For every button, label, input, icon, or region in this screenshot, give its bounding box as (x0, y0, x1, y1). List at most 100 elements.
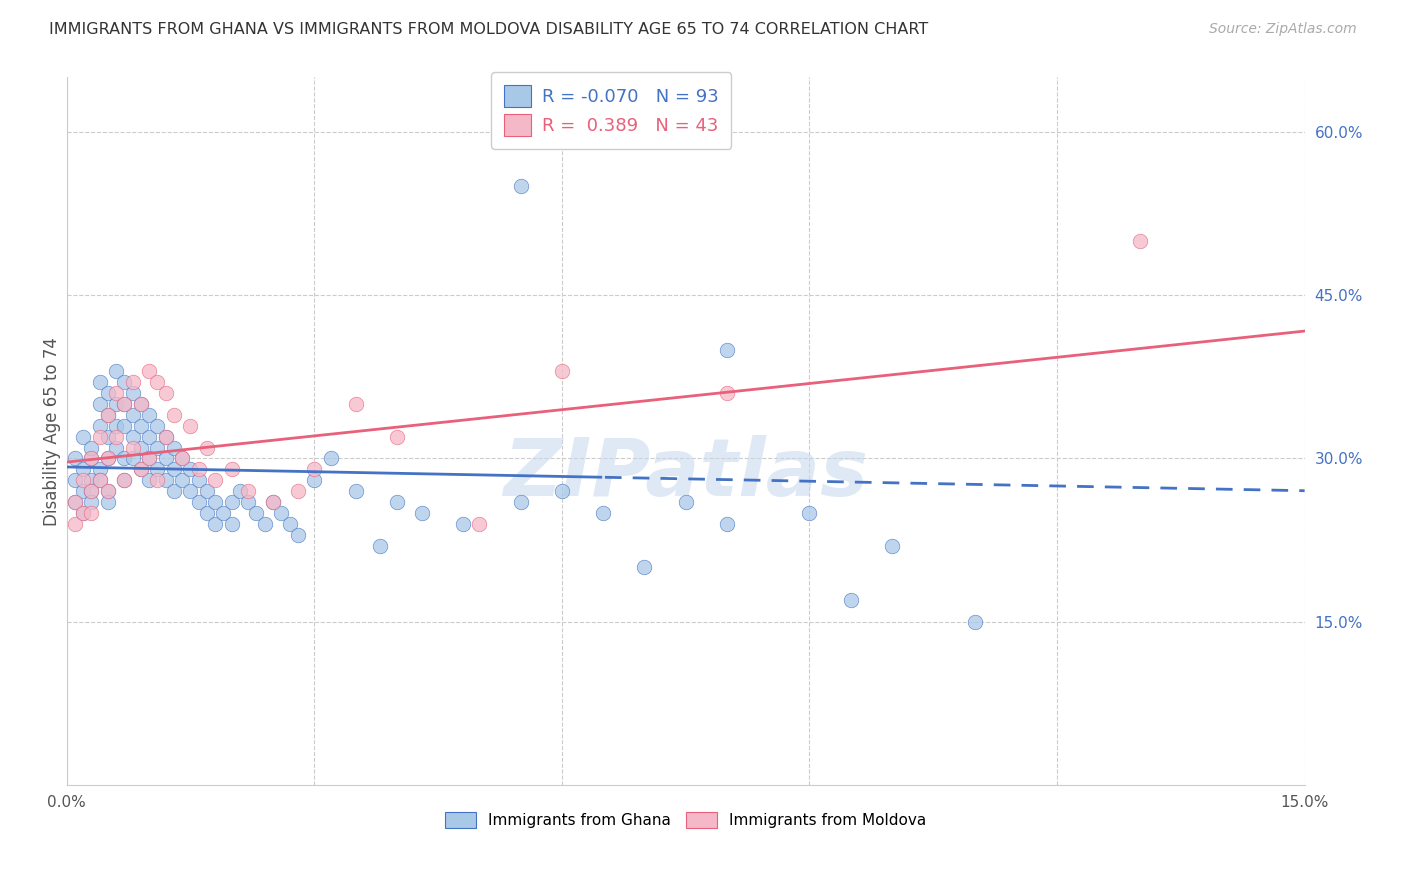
Point (114, 418, 136, 433)
Point (72, 506, 94, 520)
Point (121, 451, 143, 466)
Point (138, 364, 160, 378)
Point (195, 506, 218, 520)
Point (551, 484, 574, 499)
Point (97, 484, 120, 499)
Point (146, 418, 169, 433)
Point (97, 408, 120, 422)
Point (129, 462, 152, 476)
Point (245, 506, 267, 520)
Point (344, 397, 367, 411)
Point (385, 495, 408, 509)
Point (270, 506, 292, 520)
Point (716, 386, 738, 401)
Point (163, 441, 186, 455)
Point (155, 430, 177, 444)
Point (89, 418, 111, 433)
Point (344, 484, 367, 499)
Point (278, 516, 301, 531)
Point (105, 397, 128, 411)
Point (105, 430, 128, 444)
Point (72, 430, 94, 444)
Point (238, 484, 260, 499)
Point (105, 418, 128, 433)
Point (80, 451, 103, 466)
Point (72, 484, 94, 499)
Point (195, 441, 218, 455)
Point (138, 430, 160, 444)
Point (319, 451, 342, 466)
Point (1129, 234, 1152, 248)
Point (675, 495, 697, 509)
Point (287, 484, 309, 499)
Point (72, 462, 94, 476)
Point (80, 484, 103, 499)
Point (97, 386, 120, 401)
Point (468, 516, 491, 531)
Point (80, 495, 103, 509)
Point (72, 506, 94, 520)
Text: Source: ZipAtlas.com: Source: ZipAtlas.com (1209, 22, 1357, 37)
Point (221, 462, 243, 476)
Point (163, 462, 186, 476)
Point (204, 516, 226, 531)
Point (89, 376, 111, 390)
Point (221, 516, 243, 531)
Point (633, 560, 655, 574)
Point (138, 408, 160, 422)
Point (105, 386, 128, 401)
Point (262, 495, 284, 509)
Point (187, 462, 209, 476)
Point (155, 473, 177, 487)
Point (839, 593, 862, 607)
Point (155, 451, 177, 466)
Point (179, 484, 201, 499)
Point (97, 495, 120, 509)
Point (212, 506, 235, 520)
Point (63, 495, 86, 509)
Text: IMMIGRANTS FROM GHANA VS IMMIGRANTS FROM MOLDOVA DISABILITY AGE 65 TO 74 CORRELA: IMMIGRANTS FROM GHANA VS IMMIGRANTS FROM… (49, 22, 928, 37)
Point (89, 397, 111, 411)
Point (121, 386, 143, 401)
Point (72, 473, 94, 487)
Point (89, 473, 111, 487)
Point (97, 484, 120, 499)
Point (385, 430, 408, 444)
Point (221, 495, 243, 509)
Point (63, 473, 86, 487)
Point (880, 539, 903, 553)
Point (114, 397, 136, 411)
Point (187, 473, 209, 487)
Point (63, 516, 86, 531)
Point (253, 516, 276, 531)
Point (121, 408, 143, 422)
Point (89, 430, 111, 444)
Point (89, 473, 111, 487)
Point (287, 527, 309, 541)
Point (105, 441, 128, 455)
Point (105, 364, 128, 378)
Point (146, 441, 169, 455)
Point (155, 430, 177, 444)
Y-axis label: Disability Age 65 to 74: Disability Age 65 to 74 (44, 337, 60, 525)
Point (97, 430, 120, 444)
Point (551, 364, 574, 378)
Point (114, 473, 136, 487)
Point (179, 418, 201, 433)
Point (163, 408, 186, 422)
Point (187, 495, 209, 509)
Point (129, 462, 152, 476)
Point (80, 441, 103, 455)
Point (63, 495, 86, 509)
Point (179, 462, 201, 476)
Point (238, 495, 260, 509)
Point (146, 473, 169, 487)
Point (963, 615, 986, 629)
Point (509, 495, 531, 509)
Point (716, 343, 738, 357)
Point (172, 473, 194, 487)
Point (129, 397, 152, 411)
Point (799, 506, 821, 520)
Point (114, 397, 136, 411)
Point (121, 376, 143, 390)
